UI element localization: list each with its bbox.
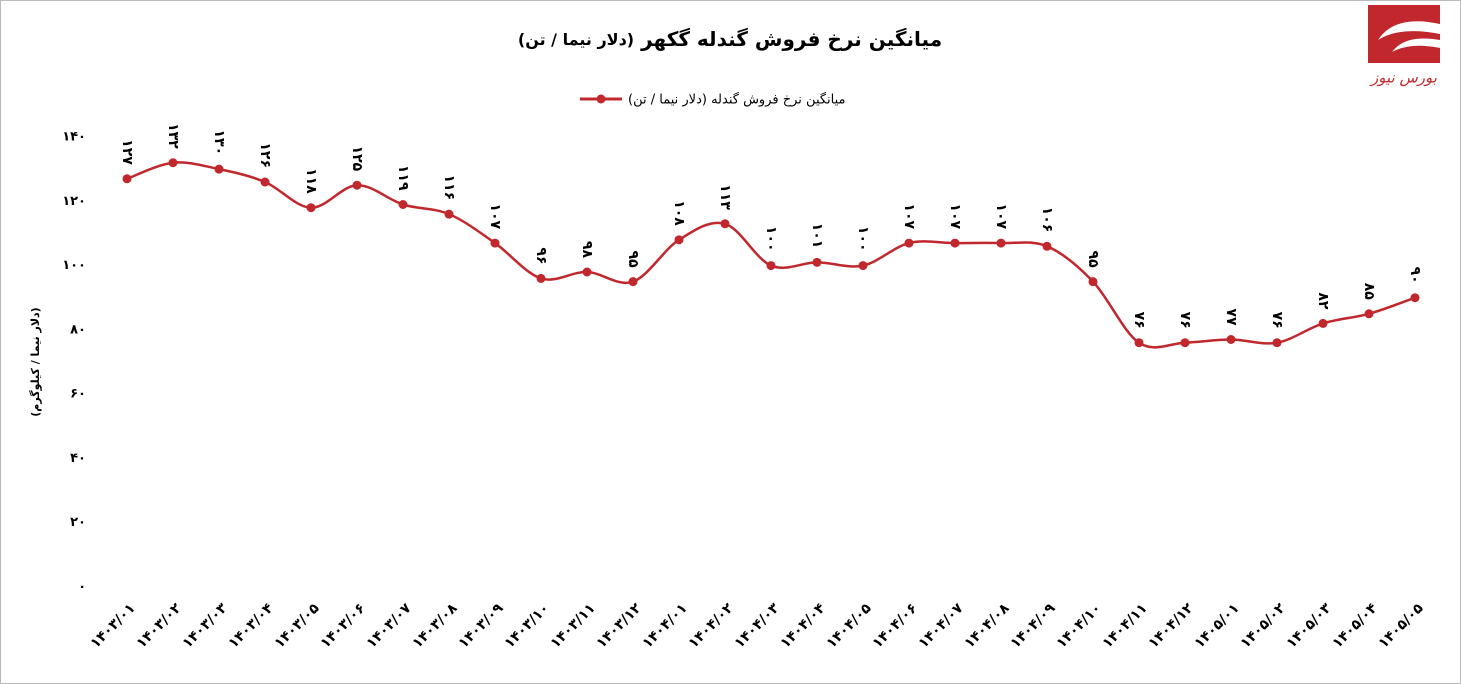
subtitle: (دلار نیما / تن) (518, 30, 634, 49)
data-label: ۹۶ (533, 247, 549, 264)
data-label: ۱۳۰ (211, 130, 227, 156)
y-tick-label: ۱۴۰ (62, 130, 86, 145)
data-label: ۷۶ (1131, 312, 1147, 329)
data-label: ۹۸ (579, 241, 595, 259)
data-label: ۷۶ (1177, 312, 1193, 329)
data-point (674, 235, 684, 245)
data-label: ۱۰۷ (487, 203, 503, 229)
legend: میانگین نرخ فروش گندله (دلار نیما / تن) (580, 92, 846, 108)
data-point (490, 238, 500, 248)
data-point (536, 273, 546, 283)
data-point (996, 238, 1006, 248)
data-point (720, 219, 730, 229)
data-label: ۷۶ (1269, 312, 1285, 329)
data-point (444, 209, 454, 219)
y-axis-label: (دلار نیما / کیلوگرم) (29, 307, 42, 416)
data-point (306, 203, 316, 213)
data-point (1318, 318, 1328, 328)
data-label: ۱۱۹ (395, 165, 411, 191)
legend-label: میانگین نرخ فروش گندله (دلار نیما / تن) (628, 92, 846, 108)
data-point (398, 200, 408, 209)
logo-swoosh (1378, 21, 1440, 52)
y-tick-label: ۶۰ (70, 387, 86, 402)
data-label: ۱۰۷ (947, 203, 963, 229)
data-label: ۸۲ (1315, 292, 1331, 310)
data-point (1134, 338, 1144, 348)
data-label: ۱۱۳ (717, 184, 733, 210)
data-point (352, 180, 362, 190)
data-label: ۹۵ (625, 251, 641, 269)
data-point (628, 277, 638, 287)
y-tick-label: ۱۰۰ (62, 258, 86, 273)
data-label: ۱۰۷ (993, 203, 1009, 229)
data-label: ۱۲۵ (349, 146, 365, 172)
data-label: ۷۷ (1223, 308, 1239, 326)
data-point (1226, 335, 1236, 344)
y-tick-label: ۴۰ (70, 451, 86, 466)
logo: بورس نیوز (1368, 5, 1440, 87)
data-point (1410, 293, 1420, 303)
data-point (1088, 277, 1098, 287)
data-label: ۱۱۸ (303, 168, 319, 194)
data-point (168, 158, 178, 168)
data-label: ۱۳۲ (165, 123, 181, 149)
y-tick-label: ۱۲۰ (62, 194, 86, 209)
data-label: ۹۵ (1085, 251, 1101, 269)
data-label: ۱۰۰ (763, 226, 779, 252)
data-label: ۱۱۶ (441, 175, 457, 201)
data-point (1180, 338, 1190, 348)
data-point (214, 164, 224, 174)
data-label: ۱۰۷ (901, 203, 917, 229)
data-point (766, 261, 776, 271)
data-label: ۹۰ (1407, 267, 1423, 284)
title: میانگین نرخ فروش گندله گکهر (640, 27, 942, 51)
data-point (904, 238, 914, 248)
data-label: ۱۰۶ (1039, 207, 1055, 233)
data-point (858, 261, 868, 271)
data-label: ۸۵ (1361, 283, 1377, 301)
legend-marker (596, 94, 606, 104)
data-label: ۱۰۱ (809, 223, 825, 249)
y-tick-label: ۰ (78, 580, 86, 595)
data-point (1272, 338, 1282, 348)
data-point (1364, 309, 1374, 319)
logo-text: بورس نیوز (1369, 69, 1437, 87)
data-point (1042, 241, 1052, 251)
data-point (582, 267, 592, 277)
data-label: ۱۰۸ (671, 200, 687, 226)
data-point (812, 257, 822, 267)
data-label: ۱۰۰ (855, 226, 871, 252)
data-point (950, 238, 960, 248)
chart-title: میانگین نرخ فروش گندله گکهر (دلار نیما /… (518, 27, 942, 51)
data-label: ۱۲۷ (119, 139, 135, 165)
data-label: ۱۲۶ (257, 142, 273, 168)
y-tick-label: ۸۰ (70, 322, 86, 337)
y-tick-label: ۲۰ (70, 515, 86, 530)
data-point (260, 177, 270, 187)
logo-box (1368, 5, 1440, 63)
data-point (122, 174, 132, 184)
